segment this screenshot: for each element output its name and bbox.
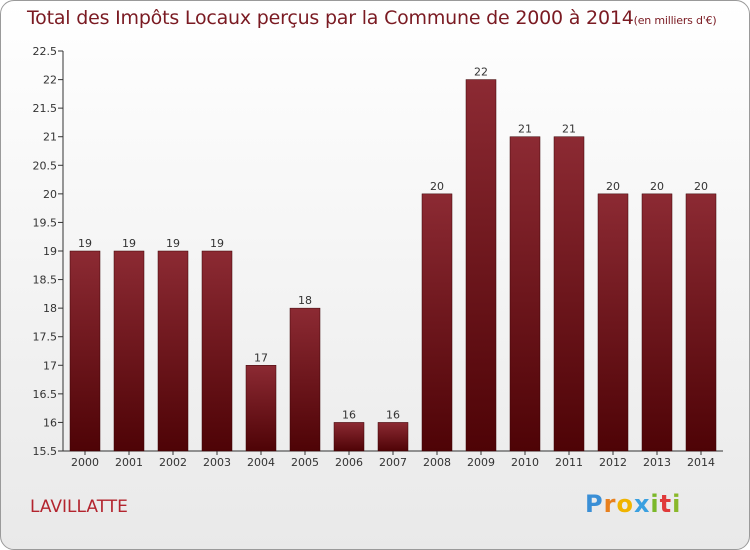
data-label-2011: 21 [562, 123, 576, 136]
y-tick-label: 19 [43, 245, 57, 258]
x-tick-label: 2005 [291, 456, 319, 469]
y-tick-label: 20 [43, 188, 57, 201]
x-tick-label: 2008 [423, 456, 451, 469]
y-tick-label: 20.5 [33, 159, 58, 172]
data-label-2014: 20 [694, 180, 708, 193]
x-tick-label: 2000 [71, 456, 99, 469]
logo-letter: r [603, 490, 617, 518]
bar-2003 [201, 250, 233, 452]
bar-2007 [377, 422, 409, 452]
chart-title: Total des Impôts Locaux perçus par la Co… [27, 7, 717, 29]
y-axis: 15.5 16 16.5 17 17.5 18 18.5 19 19.5 20 20.5 21 21.5… [33, 45, 64, 458]
y-tick-label: 18 [43, 302, 57, 315]
bar-2012 [597, 193, 629, 452]
data-label-2001: 19 [122, 237, 136, 250]
y-tick-label: 21.5 [33, 102, 58, 115]
y-tick-label: 21 [43, 131, 57, 144]
data-label-2000: 19 [78, 237, 92, 250]
data-label-2002: 19 [166, 237, 180, 250]
bar-2004 [245, 365, 277, 452]
data-label-2010: 21 [518, 123, 532, 136]
bar-2002 [157, 250, 189, 452]
logo-letter: i [672, 490, 682, 518]
data-label-2004: 17 [254, 351, 268, 364]
bar-2013 [641, 193, 673, 452]
x-tick-label: 2001 [115, 456, 143, 469]
y-tick-label: 22.5 [33, 45, 58, 58]
unit-note: (en milliers d'€) [633, 14, 717, 27]
data-label-2005: 18 [298, 294, 312, 307]
chart-title-text: Total des Impôts Locaux perçus par la Co… [27, 7, 634, 29]
data-label-2008: 20 [430, 180, 444, 193]
bar-2008 [421, 193, 453, 452]
town-name: LAVILLATTE [30, 497, 128, 517]
bar-2006 [333, 422, 365, 452]
x-tick-label: 2012 [599, 456, 627, 469]
y-tick-label: 16.5 [33, 388, 58, 401]
logo-letter: o [616, 490, 634, 518]
y-tick-label: 15.5 [33, 445, 58, 458]
data-label-2012: 20 [606, 180, 620, 193]
x-tick-label: 2013 [643, 456, 671, 469]
y-tick-label: 16 [43, 416, 57, 429]
bar-2005 [289, 307, 321, 452]
bar-2000 [69, 250, 101, 452]
data-labels: 19 19 19 19 17 18 16 16 20 22 21 21 20 20 20 [78, 66, 708, 422]
y-tick-label: 17 [43, 359, 57, 372]
data-label-2009: 22 [474, 66, 488, 79]
y-tick-label: 19.5 [33, 216, 58, 229]
bar-2010 [509, 136, 541, 452]
data-label-2007: 16 [386, 408, 400, 421]
x-tick-label: 2009 [467, 456, 495, 469]
y-tick-label: 17.5 [33, 331, 58, 344]
logo-letter: t [659, 490, 673, 518]
x-tick-label: 2002 [159, 456, 187, 469]
x-tick-label: 2010 [511, 456, 539, 469]
x-tick-label: 2007 [379, 456, 407, 469]
bar-2001 [113, 250, 145, 452]
x-tick-label: 2014 [687, 456, 715, 469]
y-tick-label: 18.5 [33, 274, 58, 287]
y-tick-label: 22 [43, 74, 57, 87]
x-tick-label: 2006 [335, 456, 363, 469]
bars [69, 79, 717, 452]
logo-letter: x [633, 490, 651, 518]
data-label-2006: 16 [342, 408, 356, 421]
x-tick-label: 2003 [203, 456, 231, 469]
data-label-2003: 19 [210, 237, 224, 250]
x-tick-label: 2004 [247, 456, 275, 469]
logo-letter: P [585, 490, 604, 518]
bar-2009 [465, 79, 497, 452]
bar-2011 [553, 136, 585, 452]
x-axis: 2000 2001 2002 2003 2004 2005 2006 2007 2008 2009… [63, 450, 723, 469]
bar-2014 [685, 193, 717, 452]
x-tick-label: 2011 [555, 456, 583, 469]
logo-letter: i [650, 490, 660, 518]
proxiti-logo: Proxiti [585, 490, 681, 518]
data-label-2013: 20 [650, 180, 664, 193]
